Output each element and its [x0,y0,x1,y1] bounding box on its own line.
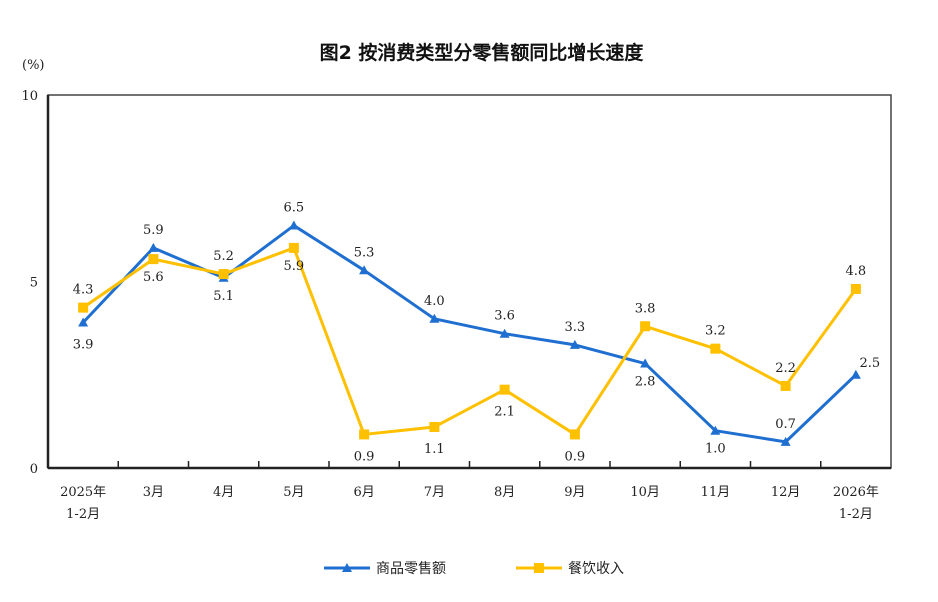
x-tick-label: 9月 [564,485,585,500]
data-label: 5.3 [354,245,375,260]
data-point [850,283,861,294]
data-label: 1.0 [705,442,726,457]
data-label: 5.6 [143,270,164,285]
data-point [429,313,440,323]
data-label: 3.6 [494,309,515,324]
data-point [78,302,89,313]
data-label: 3.2 [705,324,726,339]
data-label: 5.9 [143,223,164,238]
data-label: 5.1 [213,289,234,304]
x-tick-label: 2026年 [833,485,879,500]
legend: 商品零售额 餐饮收入 [0,558,938,578]
data-point [78,317,89,327]
x-tick-label: 12月 [771,485,801,500]
x-tick-label: 2025年 [60,485,106,500]
x-tick-label: 1-2月 [66,507,100,522]
legend-label: 餐饮收入 [568,561,624,577]
data-label: 4.3 [73,283,94,298]
legend-item-catering: 餐饮收入 [516,558,624,578]
x-tick-label: 4月 [213,485,234,500]
data-point [429,421,440,432]
data-point [499,384,510,395]
data-label: 2.1 [494,405,515,420]
data-point [359,265,370,275]
data-point [780,380,791,391]
data-point [640,358,651,368]
data-point [218,269,229,280]
triangle-line-icon [324,563,370,572]
y-tick-label: 5 [30,276,38,291]
x-tick-label: 5月 [283,485,304,500]
x-tick-label: 10月 [630,485,660,500]
data-label: 3.9 [73,338,94,353]
series-line-1 [82,246,858,436]
data-label: 0.9 [565,449,586,464]
square-line-icon [516,563,562,573]
data-point [850,369,861,379]
data-label: 0.7 [775,417,796,432]
data-label: 3.3 [565,320,586,335]
data-point [569,339,580,349]
y-tick-label: 0 [30,462,38,477]
x-tick-label: 7月 [424,485,445,500]
data-label: 5.2 [213,249,234,264]
data-point [569,429,580,440]
y-tick-label: 10 [21,89,38,104]
data-point [148,242,159,252]
data-label: 2.5 [860,356,881,371]
data-label: 3.8 [635,301,656,316]
data-point [710,343,721,354]
data-label: 1.1 [424,442,445,457]
data-point [288,220,299,230]
data-point [710,425,721,435]
data-point [359,429,370,440]
legend-label: 商品零售额 [376,561,446,577]
data-point [499,328,510,338]
x-tick-label: 1-2月 [839,507,873,522]
data-label: 4.8 [846,264,867,279]
data-label: 4.0 [424,294,445,309]
legend-item-retail: 商品零售额 [324,558,446,578]
data-point [780,436,791,446]
data-label: 5.9 [284,259,305,274]
data-label: 2.8 [635,375,656,390]
data-point [148,254,159,265]
data-point [288,242,299,253]
data-point [640,321,651,332]
data-label: 0.9 [354,449,375,464]
x-tick-label: 6月 [353,485,374,500]
data-label: 2.2 [775,361,796,376]
x-tick-label: 3月 [143,485,164,500]
data-label: 6.5 [284,201,305,216]
x-tick-label: 11月 [701,485,731,500]
chart-title: 图2 按消费类型分零售额同比增长速度 [319,42,644,64]
plot-frame [47,94,892,469]
x-tick-label: 8月 [494,485,515,500]
y-axis-unit: (%) [22,58,45,73]
